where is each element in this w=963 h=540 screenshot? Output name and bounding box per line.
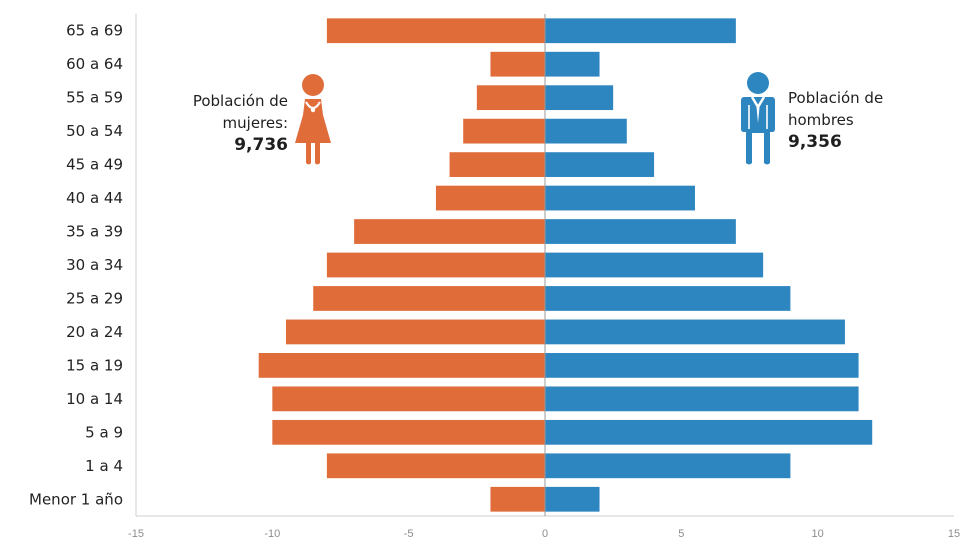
category-label: 65 a 69 — [66, 22, 123, 40]
bar-women-5 — [435, 185, 545, 211]
bar-women-1 — [490, 51, 545, 77]
women-annotation-line2: mujeres: — [222, 114, 288, 132]
bar-women-13 — [326, 453, 545, 479]
category-label: 25 a 29 — [66, 289, 123, 307]
bar-men-13 — [545, 453, 791, 479]
women-population-annotation: Población de mujeres: 9,736 — [150, 90, 288, 156]
category-label: 40 a 44 — [66, 189, 123, 207]
category-label: Menor 1 año — [29, 490, 123, 508]
bars-group — [258, 18, 873, 512]
men-total: 9,356 — [788, 132, 842, 152]
category-label: 5 a 9 — [85, 423, 123, 441]
category-label: 10 a 14 — [66, 390, 123, 408]
bar-men-7 — [545, 252, 764, 278]
bar-women-10 — [258, 353, 545, 378]
bar-men-12 — [545, 419, 873, 445]
category-label: 45 a 49 — [66, 156, 123, 174]
category-label: 35 a 39 — [66, 223, 123, 241]
tick-labels-group: -15 -10 -5 0 5 10 15 — [128, 528, 960, 540]
bar-women-4 — [449, 152, 545, 177]
x-tick-label: -15 — [128, 528, 144, 540]
bar-men-6 — [545, 219, 736, 244]
bar-men-10 — [545, 353, 859, 378]
men-annotation-line1: Población de — [788, 89, 884, 107]
x-tick-label: 0 — [542, 528, 548, 540]
bar-women-7 — [326, 252, 545, 278]
bar-men-8 — [545, 286, 791, 311]
category-label: 1 a 4 — [85, 457, 123, 475]
bar-men-2 — [545, 85, 614, 111]
category-label: 60 a 64 — [66, 55, 123, 73]
men-annotation-line2: hombres — [788, 111, 854, 129]
x-tick-label: 10 — [812, 528, 824, 540]
bar-men-4 — [545, 152, 655, 177]
axes-group — [135, 14, 954, 517]
x-tick-label: 15 — [948, 528, 960, 540]
category-labels-group: 65 a 69 60 a 64 55 a 59 50 a 54 45 a 49 40 a … — [29, 22, 123, 509]
bar-men-1 — [545, 51, 600, 77]
bar-men-5 — [545, 185, 695, 211]
category-label: 55 a 59 — [66, 89, 123, 107]
bar-women-11 — [272, 386, 545, 412]
bar-women-9 — [285, 319, 545, 345]
category-label: 15 a 19 — [66, 356, 123, 374]
category-label: 50 a 54 — [66, 122, 123, 140]
x-tick-label: -10 — [264, 528, 280, 540]
woman-icon — [295, 74, 331, 165]
men-population-annotation: Población de hombres 9,356 — [788, 87, 948, 153]
bar-women-3 — [463, 118, 545, 144]
bar-men-0 — [545, 18, 736, 44]
bar-men-3 — [545, 118, 627, 144]
x-tick-label: 5 — [678, 528, 684, 540]
bar-women-12 — [272, 419, 545, 445]
bar-women-2 — [476, 85, 545, 111]
bar-women-14 — [490, 486, 545, 512]
bar-women-6 — [354, 219, 545, 244]
category-label: 20 a 24 — [66, 323, 123, 341]
man-icon — [741, 72, 775, 165]
bar-men-14 — [545, 486, 600, 512]
women-total: 9,736 — [234, 135, 288, 155]
bar-women-8 — [313, 286, 545, 311]
x-tick-label: -5 — [404, 528, 414, 540]
bar-men-9 — [545, 319, 845, 345]
women-annotation-line1: Población de — [192, 92, 288, 110]
category-label: 30 a 34 — [66, 256, 123, 274]
bar-men-11 — [545, 386, 859, 412]
bar-women-0 — [326, 18, 545, 44]
